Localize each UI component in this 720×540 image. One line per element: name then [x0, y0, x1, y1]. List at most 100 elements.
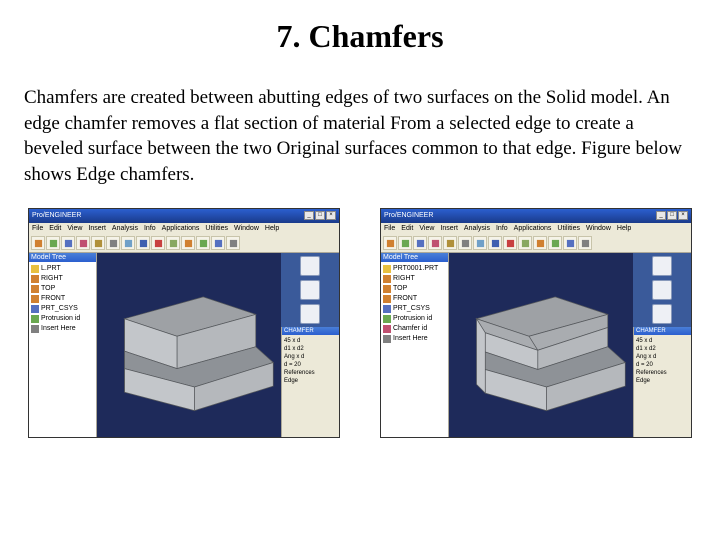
menu-item[interactable]: Edit: [49, 225, 61, 232]
window-controls: _ □ ×: [304, 211, 336, 220]
tool-button[interactable]: [136, 236, 150, 250]
menu-item[interactable]: Edit: [401, 225, 413, 232]
menu-item[interactable]: View: [67, 225, 82, 232]
tool-button[interactable]: [548, 236, 562, 250]
titlebar: Pro/ENGINEER _ □ ×: [381, 209, 691, 223]
tool-button[interactable]: [563, 236, 577, 250]
tool-button[interactable]: [151, 236, 165, 250]
tool-button[interactable]: [428, 236, 442, 250]
window-controls: _ □ ×: [656, 211, 688, 220]
tool-button[interactable]: [503, 236, 517, 250]
tree-item[interactable]: RIGHT: [31, 274, 94, 284]
maximize-icon[interactable]: □: [315, 211, 325, 220]
window-title-text: Pro/ENGINEER: [384, 212, 433, 219]
desktop-shortcut-icon[interactable]: [300, 280, 320, 300]
menu-item[interactable]: Utilities: [557, 225, 580, 232]
desktop-shortcut-icon[interactable]: [652, 256, 672, 276]
tool-button[interactable]: [211, 236, 225, 250]
cad-window-after: Pro/ENGINEER _ □ × File Edit View Insert Ana…: [380, 208, 692, 438]
tree-item[interactable]: PRT_CSYS: [383, 304, 446, 314]
menu-item[interactable]: Info: [496, 225, 508, 232]
menu-item[interactable]: Window: [586, 225, 611, 232]
menubar: File Edit View Insert Analysis Info Applicatio…: [381, 223, 691, 235]
close-icon[interactable]: ×: [678, 211, 688, 220]
model-tree: Model Tree PRT0001.PRTRIGHTTOPFRONTPRT_C…: [381, 253, 449, 437]
tool-button[interactable]: [106, 236, 120, 250]
tool-button[interactable]: [578, 236, 592, 250]
desktop-shortcut-icon[interactable]: [300, 256, 320, 276]
property-row[interactable]: d = 20: [284, 361, 337, 369]
property-row[interactable]: d = 20: [636, 361, 689, 369]
tool-button[interactable]: [413, 236, 427, 250]
tool-button[interactable]: [443, 236, 457, 250]
tree-item[interactable]: PRT_CSYS: [31, 304, 94, 314]
property-row[interactable]: Ang x d: [636, 353, 689, 361]
menu-item[interactable]: File: [384, 225, 395, 232]
menu-item[interactable]: Help: [265, 225, 279, 232]
tree-item[interactable]: RIGHT: [383, 274, 446, 284]
menu-item[interactable]: Applications: [514, 225, 552, 232]
menu-item[interactable]: Info: [144, 225, 156, 232]
tool-button[interactable]: [383, 236, 397, 250]
tool-button[interactable]: [61, 236, 75, 250]
tool-button[interactable]: [533, 236, 547, 250]
tool-button[interactable]: [166, 236, 180, 250]
tree-item[interactable]: Insert Here: [383, 334, 446, 344]
properties-title: CHAMFER: [282, 327, 339, 335]
property-row[interactable]: 45 x d: [636, 337, 689, 345]
tree-item[interactable]: Protrusion id: [383, 314, 446, 324]
model-tree-title: Model Tree: [29, 253, 96, 262]
tool-button[interactable]: [31, 236, 45, 250]
desktop-shortcut-icon[interactable]: [300, 304, 320, 324]
property-row[interactable]: References: [636, 369, 689, 377]
close-icon[interactable]: ×: [326, 211, 336, 220]
minimize-icon[interactable]: _: [656, 211, 666, 220]
desktop-shortcut-icon[interactable]: [652, 280, 672, 300]
property-row[interactable]: d1 x d2: [636, 345, 689, 353]
maximize-icon[interactable]: □: [667, 211, 677, 220]
tool-button[interactable]: [518, 236, 532, 250]
property-row[interactable]: 45 x d: [284, 337, 337, 345]
menu-item[interactable]: Help: [617, 225, 631, 232]
properties-panel: CHAMFER 45 x dd1 x d2Ang x dd = 20Refere…: [633, 327, 691, 437]
menu-item[interactable]: Utilities: [205, 225, 228, 232]
tool-button[interactable]: [398, 236, 412, 250]
tool-button[interactable]: [473, 236, 487, 250]
tool-button[interactable]: [91, 236, 105, 250]
tree-item[interactable]: TOP: [383, 284, 446, 294]
menu-item[interactable]: Applications: [162, 225, 200, 232]
body-paragraph: Chamfers are created between abutting ed…: [24, 85, 696, 188]
menu-item[interactable]: Analysis: [464, 225, 490, 232]
property-row[interactable]: Edge: [636, 377, 689, 385]
tool-button[interactable]: [458, 236, 472, 250]
menu-item[interactable]: Analysis: [112, 225, 138, 232]
minimize-icon[interactable]: _: [304, 211, 314, 220]
tree-item[interactable]: L.PRT: [31, 264, 94, 274]
tool-button[interactable]: [196, 236, 210, 250]
tool-button[interactable]: [121, 236, 135, 250]
menu-item[interactable]: File: [32, 225, 43, 232]
solid-model-after: [459, 275, 634, 415]
tree-item[interactable]: PRT0001.PRT: [383, 264, 446, 274]
tree-item[interactable]: Insert Here: [31, 324, 94, 334]
menu-item[interactable]: Insert: [440, 225, 458, 232]
property-row[interactable]: Ang x d: [284, 353, 337, 361]
tree-item[interactable]: Protrusion id: [31, 314, 94, 324]
property-row[interactable]: References: [284, 369, 337, 377]
tree-item[interactable]: TOP: [31, 284, 94, 294]
menu-item[interactable]: Insert: [88, 225, 106, 232]
tree-item[interactable]: Chamfer id: [383, 324, 446, 334]
menu-item[interactable]: Window: [234, 225, 259, 232]
desktop-shortcut-icon[interactable]: [652, 304, 672, 324]
property-row[interactable]: d1 x d2: [284, 345, 337, 353]
tool-button[interactable]: [46, 236, 60, 250]
tool-button[interactable]: [226, 236, 240, 250]
tool-button[interactable]: [181, 236, 195, 250]
toolbar: [381, 235, 691, 253]
tool-button[interactable]: [488, 236, 502, 250]
tool-button[interactable]: [76, 236, 90, 250]
tree-item[interactable]: FRONT: [31, 294, 94, 304]
menu-item[interactable]: View: [419, 225, 434, 232]
tree-item[interactable]: FRONT: [383, 294, 446, 304]
property-row[interactable]: Edge: [284, 377, 337, 385]
